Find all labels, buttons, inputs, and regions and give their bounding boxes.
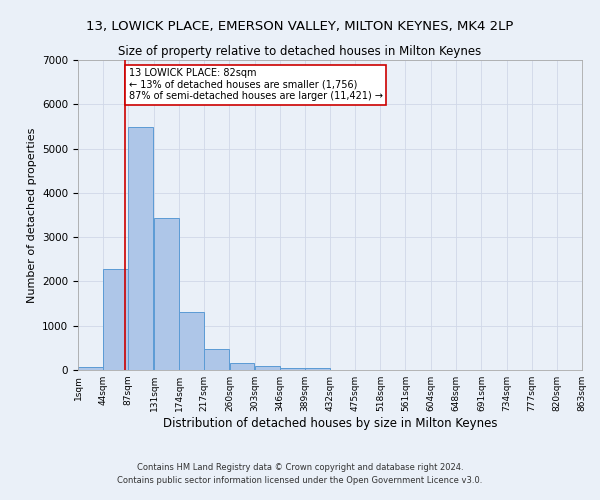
Bar [78,366,103,370]
Text: Size of property relative to detached houses in Milton Keynes: Size of property relative to detached ho… [118,45,482,58]
Bar [103,270,128,370]
Bar [179,312,204,370]
Bar [255,366,280,370]
Y-axis label: Number of detached properties: Number of detached properties [26,128,37,302]
Bar [205,349,229,370]
Bar [305,368,330,370]
Bar [230,363,254,370]
X-axis label: Distribution of detached houses by size in Milton Keynes: Distribution of detached houses by size … [163,417,497,430]
Bar [154,218,179,370]
Bar [128,128,153,370]
Text: 13 LOWICK PLACE: 82sqm
← 13% of detached houses are smaller (1,756)
87% of semi-: 13 LOWICK PLACE: 82sqm ← 13% of detached… [129,68,383,101]
Bar [280,368,305,370]
Text: 13, LOWICK PLACE, EMERSON VALLEY, MILTON KEYNES, MK4 2LP: 13, LOWICK PLACE, EMERSON VALLEY, MILTON… [86,20,514,33]
Text: Contains HM Land Registry data © Crown copyright and database right 2024.
Contai: Contains HM Land Registry data © Crown c… [118,464,482,485]
